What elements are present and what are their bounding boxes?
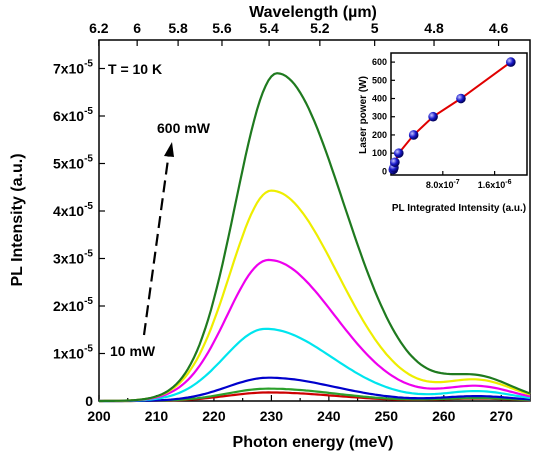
pl-curve [99, 258, 531, 403]
inset-x-tick-label: 8.0x10-7 [426, 179, 460, 190]
top-tick-label: 6.2 [89, 20, 109, 36]
pl-curve [99, 72, 531, 403]
pl-curve [99, 376, 531, 403]
inset-y-tick-label: 500 [372, 75, 387, 85]
inset-data-point [393, 148, 404, 158]
high-power-label: 600 mW [157, 120, 211, 136]
low-power-label: 10 mW [110, 343, 156, 359]
top-axis-ticks: 6.2 6 5.8 5.6 5.4 5.2 5 4.8 4.6 [89, 20, 509, 46]
inset-fit-line [392, 61, 512, 170]
pl-curve [99, 189, 531, 403]
y-axis-title: PL Intensity (a.u.) [9, 153, 26, 286]
y-tick-label: 6x10-5 [53, 106, 93, 124]
top-tick-label: 4.6 [489, 20, 509, 36]
x-tick-label: 240 [317, 408, 341, 424]
inset-y-ticks: 0 100 200 300 400 500 600 [372, 57, 395, 176]
x-axis-title: Photon energy (meV) [233, 434, 394, 451]
main-plot-frame [98, 39, 531, 402]
y-axis-ticks: 0 1x10-5 2x10-5 3x10-5 4x10-5 5x10-5 6x10-5 7x1… [53, 59, 105, 409]
inset-x-tick-label: 1.6x10-6 [478, 179, 512, 190]
top-tick-label: 5.8 [168, 20, 188, 36]
inset-y-axis-title: Laser power (W) [358, 76, 369, 154]
y-tick-label: 4x10-5 [53, 201, 93, 219]
temperature-label: T = 10 K [108, 61, 162, 77]
top-tick-label: 5 [371, 20, 379, 36]
top-tick-label: 5.4 [259, 20, 279, 36]
inset-y-tick-label: 0 [382, 166, 387, 176]
inset-y-tick-label: 600 [372, 57, 387, 67]
top-axis-title: Wavelength (µm) [249, 4, 377, 21]
y-tick-label: 5x10-5 [53, 154, 93, 172]
inset-y-tick-label: 100 [372, 148, 387, 158]
inset-x-ticks: 8.0x10-7 1.6x10-6 [426, 171, 512, 190]
x-tick-label: 270 [490, 408, 514, 424]
inset-data-point [390, 157, 400, 168]
inset-data-point [408, 130, 419, 140]
top-tick-label: 5.2 [310, 20, 330, 36]
inset-plot: 0 100 200 300 400 500 600 8.0x10-7 1.6x10-6 Las… [358, 52, 528, 214]
arrow-head-icon [164, 142, 174, 157]
power-increase-arrow [142, 151, 171, 336]
x-tick-label: 230 [260, 408, 284, 424]
pl-curve [99, 327, 531, 403]
inset-x-axis-title: PL Integrated Intensity (a.u.) [392, 203, 526, 214]
inset-data-point [428, 111, 438, 122]
pl-curves [99, 72, 531, 403]
top-tick-label: 5.6 [212, 20, 232, 36]
inset-data-point [506, 57, 516, 67]
y-tick-label: 1x10-5 [53, 344, 93, 362]
x-tick-label: 260 [432, 408, 456, 424]
top-tick-label: 4.8 [424, 20, 444, 36]
x-tick-label: 210 [145, 408, 169, 424]
inset-y-tick-label: 300 [372, 112, 387, 122]
top-tick-label: 6 [133, 20, 141, 36]
x-tick-label: 250 [375, 408, 399, 424]
x-tick-label: 220 [202, 408, 226, 424]
x-tick-label: 200 [87, 408, 111, 424]
y-tick-label: 2x10-5 [53, 296, 93, 314]
inset-frame [390, 52, 528, 176]
inset-data-point [456, 93, 466, 104]
y-tick-label: 3x10-5 [53, 249, 93, 267]
inset-y-tick-label: 400 [372, 94, 387, 104]
inset-y-tick-label: 200 [372, 130, 387, 140]
inset-data [388, 57, 516, 175]
y-tick-label: 7x10-5 [53, 59, 93, 77]
y-tick-label: 0 [85, 393, 93, 409]
